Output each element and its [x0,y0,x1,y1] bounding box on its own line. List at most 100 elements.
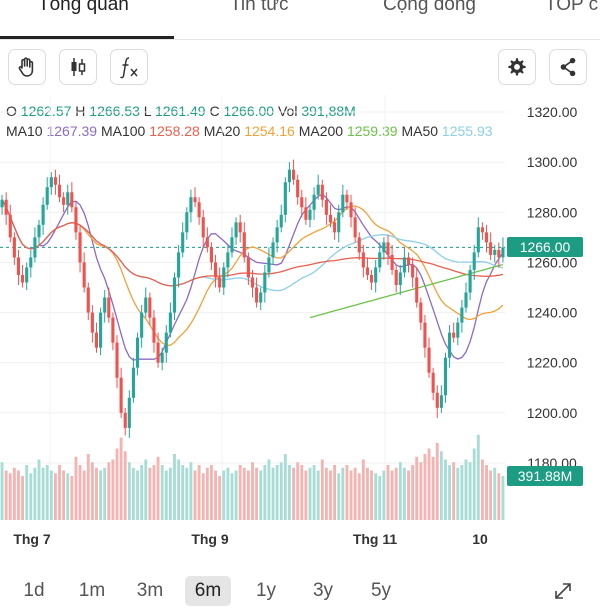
indicators-button[interactable] [110,49,148,85]
candle-body [103,297,107,313]
volume-bar [386,465,390,520]
volume-bar [357,473,361,520]
volume-bar [468,462,472,520]
candle-body [205,237,209,248]
volume-bar [99,470,103,520]
period-3y[interactable]: 3y [312,580,334,601]
volume-bar [464,459,468,520]
volume-bar [37,459,41,520]
period-5y[interactable]: 5y [370,580,392,601]
volume-bar [160,465,164,520]
volume-bar [448,465,452,520]
volume-bar [230,473,234,520]
candle-body [443,357,448,396]
volume-bar [312,465,316,520]
volume-bar [489,470,493,520]
candle-body [255,287,259,303]
volume-bar [370,470,374,520]
volume-bar [4,470,8,520]
x-tick-label: Thg 7 [13,531,51,547]
candle-body [427,347,431,373]
candle-body [263,272,267,293]
chart-type-button[interactable] [59,49,97,85]
tab-community[interactable]: Cộng đồng [383,0,476,15]
volume-bar [181,465,185,520]
close-label: C [209,103,220,119]
candle-body [78,232,82,263]
volume-bar [407,470,410,520]
volume-bar [140,465,144,520]
volume-bar [259,470,263,520]
candle-body [107,297,111,318]
y-tick-label: 1300.00 [527,154,578,170]
period-6m[interactable]: 6m [185,576,231,606]
volume-bar [460,465,464,520]
settings-button[interactable] [498,49,536,85]
candle-body [259,292,263,303]
candle-body [250,277,255,288]
candle-body [361,252,365,268]
ma50-value: 1255.93 [441,123,493,139]
candle-body [41,204,45,225]
volume-bar [21,476,25,520]
candle-body [476,227,480,253]
candle-body [291,169,296,180]
candle-body [411,264,415,278]
candle-body [464,292,468,308]
volume-bar [127,462,131,520]
share-button[interactable] [549,49,587,85]
volume-bar [485,465,488,520]
expand-button[interactable] [550,578,576,604]
candle-body [308,209,312,220]
candle-body [4,199,8,215]
volume-bar [242,467,246,520]
hand-drag-icon [18,57,34,77]
candle-body [480,227,484,233]
price-chart[interactable]: 1320.00 1300.00 1280.00 1260.00 1240.00 1220.… [0,95,600,560]
candle-body [135,337,140,368]
period-1y[interactable]: 1y [255,580,277,601]
tab-overview[interactable]: Tổng quan [38,0,129,15]
candle-body [209,247,214,263]
candle-body [21,274,25,283]
volume-bar [419,462,423,520]
ma10-label: MA10 [6,123,43,139]
candle-body [226,252,230,268]
candle-body [353,217,357,238]
period-3m[interactable]: 3m [136,580,164,601]
volume-bar [123,451,127,520]
volume-bar [320,459,324,520]
candle-body [406,257,411,265]
candle-body [390,254,394,270]
volume-bar [292,467,295,520]
candle-body [402,257,406,273]
y-tick-label: 1280.00 [527,204,578,220]
candle-body [234,222,238,238]
volume-bar [361,459,365,520]
candle-body [431,372,435,393]
ma100-label: MA100 [100,123,146,139]
candle-body [468,269,472,293]
candle-body [144,297,148,313]
ohlc-legend: O 1262.57 H 1266.53 L 1261.49 C 1266.00 … [6,103,356,119]
candle-body [267,257,271,273]
candle-body [341,194,345,213]
candle-body [172,277,177,313]
period-1m[interactable]: 1m [78,580,106,601]
period-1d[interactable]: 1d [23,580,45,601]
candle-body [287,169,292,183]
candle-body [398,272,402,285]
tab-top[interactable]: TOP c [545,0,599,15]
ma-legend: MA10 1267.39 MA100 1258.28 MA20 1254.16 … [6,123,493,139]
candle-body [181,232,185,253]
candle-body [279,214,283,228]
candle-body [185,212,189,233]
candle-body [283,182,287,215]
ma200-label: MA200 [298,123,344,139]
hand-drag-button[interactable] [8,49,46,85]
volume-bar [472,448,476,520]
volume-bar [214,470,217,520]
tab-news[interactable]: Tin tức [230,0,289,15]
last-volume-tag: 391.88M [507,466,583,486]
candle-body [415,277,419,303]
